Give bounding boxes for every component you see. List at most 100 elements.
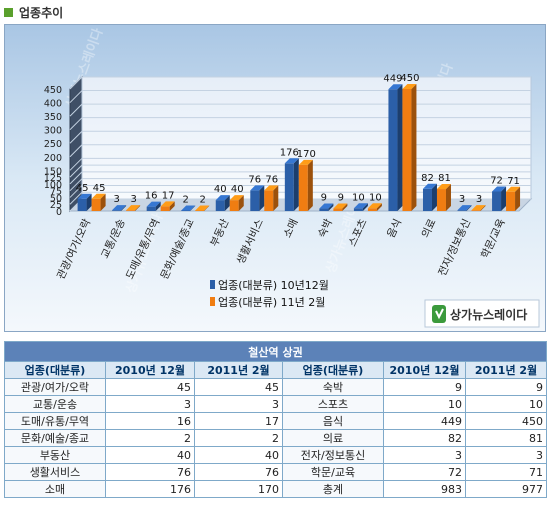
value-cell: 977 xyxy=(464,480,548,498)
bar-series2 xyxy=(126,205,141,211)
column-header: 업종(대분류) xyxy=(282,361,384,379)
bar-series1 xyxy=(181,205,196,211)
gridline xyxy=(69,191,83,205)
value-cell: 76 xyxy=(194,463,283,481)
logo-badge: 상가뉴스레이다 xyxy=(424,299,540,328)
value-cell: 3 xyxy=(383,446,466,464)
table-row: 부동산 40 40 전자/정보통신 3 3 xyxy=(4,446,548,464)
y-tick-label: 0 xyxy=(56,207,62,218)
data-label: 2 xyxy=(183,194,189,205)
value-cell: 983 xyxy=(383,480,466,498)
logo-text: 상가뉴스레이다 xyxy=(450,307,527,322)
category-cell: 총계 xyxy=(282,480,384,498)
value-cell: 71 xyxy=(464,463,548,481)
data-label: 3 xyxy=(476,194,482,205)
value-cell: 76 xyxy=(105,463,195,481)
data-label: 71 xyxy=(507,176,520,187)
gridline xyxy=(69,171,83,185)
gridline xyxy=(69,164,83,178)
data-label: 45 xyxy=(93,183,106,194)
column-header: 2011년 2월 xyxy=(464,361,548,379)
bar-series1 xyxy=(146,201,161,211)
value-cell: 40 xyxy=(105,446,195,464)
value-cell: 10 xyxy=(383,395,466,413)
bar-series2 xyxy=(471,205,486,211)
section-header: 업종추이 xyxy=(4,3,63,21)
y-tick-label: 75 xyxy=(50,187,62,198)
data-label: 3 xyxy=(113,194,119,205)
value-cell: 10 xyxy=(464,395,548,413)
data-label: 45 xyxy=(76,183,89,194)
bar-series1 xyxy=(319,203,334,211)
value-cell: 170 xyxy=(194,480,283,498)
data-label: 76 xyxy=(248,174,261,185)
bar-series1 xyxy=(284,158,299,211)
bar-series1 xyxy=(353,203,368,211)
legend-label: 업종(대분류) 11년 2월 xyxy=(218,296,325,309)
data-label: 81 xyxy=(438,173,451,184)
y-tick-label: 25 xyxy=(50,200,62,211)
logo-check-icon xyxy=(435,308,444,320)
table-row: 소매 176 170 총계 983 977 xyxy=(4,480,548,498)
category-cell: 음식 xyxy=(282,412,384,430)
value-cell: 3 xyxy=(194,395,283,413)
logo-icon xyxy=(432,305,446,323)
value-cell: 449 xyxy=(383,412,466,430)
value-cell: 450 xyxy=(464,412,548,430)
table-row: 도매/유통/무역 16 17 음식 449 450 xyxy=(4,412,548,430)
gridline xyxy=(69,185,83,198)
category-cell: 소매 xyxy=(4,480,106,498)
category-cell: 스포츠 xyxy=(282,395,384,413)
gridline xyxy=(69,90,83,103)
bar-series2 xyxy=(333,203,348,211)
category-cell: 도매/유통/무역 xyxy=(4,412,106,430)
bar-series2 xyxy=(160,201,175,211)
column-header: 2010년 12월 xyxy=(383,361,466,379)
bar-series2 xyxy=(91,193,106,211)
data-label: 2 xyxy=(200,194,206,205)
y-tick-label: 450 xyxy=(44,85,62,96)
gridline xyxy=(69,130,83,144)
data-label: 76 xyxy=(265,174,278,185)
category-cell: 숙박 xyxy=(282,378,384,396)
value-cell: 3 xyxy=(464,446,548,464)
data-label: 40 xyxy=(231,184,244,195)
y-tick-label: 150 xyxy=(44,166,62,177)
data-label: 10 xyxy=(369,192,382,203)
y-tick-label: 125 xyxy=(44,173,62,184)
data-label: 3 xyxy=(130,194,136,205)
y-tick-label: 250 xyxy=(44,139,62,150)
category-cell: 문화/예술/종교 xyxy=(4,429,106,447)
gridline xyxy=(69,103,83,117)
bar-series2 xyxy=(229,195,244,211)
data-label: 9 xyxy=(321,193,327,204)
header-square-icon xyxy=(4,7,13,17)
bar-series1 xyxy=(492,186,507,211)
data-label: 16 xyxy=(145,191,158,202)
y-tick-label: 350 xyxy=(44,112,62,123)
bar-series1 xyxy=(77,193,92,211)
column-header: 2011년 2월 xyxy=(194,361,283,379)
table-row: 관광/여가/오락 45 45 숙박 9 9 xyxy=(4,378,548,396)
value-cell: 81 xyxy=(464,429,548,447)
value-cell: 82 xyxy=(383,429,466,447)
y-tick-label: 100 xyxy=(44,180,62,191)
category-cell: 부동산 xyxy=(4,446,106,464)
table-row: 생활서비스 76 76 학문/교육 72 71 xyxy=(4,463,548,481)
bar-series2 xyxy=(298,159,313,211)
bar-chart: 상가뉴스레이다상가뉴스레이다상가뉴스레이다상가뉴스레이다상가뉴스레이다02550… xyxy=(4,24,546,332)
bar-series1 xyxy=(457,205,472,211)
y-tick-label: 300 xyxy=(44,126,62,137)
y-tick-label: 200 xyxy=(44,153,62,164)
value-cell: 40 xyxy=(194,446,283,464)
bar-series1 xyxy=(250,185,265,211)
table-row: 교통/운송 3 3 스포츠 10 10 xyxy=(4,395,548,413)
data-label: 72 xyxy=(490,175,503,186)
category-cell: 관광/여가/오락 xyxy=(4,378,106,396)
y-tick-label: 50 xyxy=(50,193,62,204)
category-cell: 의료 xyxy=(282,429,384,447)
bar-series1 xyxy=(388,84,403,211)
value-cell: 45 xyxy=(105,378,195,396)
legend-swatch xyxy=(210,297,215,306)
data-label: 9 xyxy=(338,193,344,204)
